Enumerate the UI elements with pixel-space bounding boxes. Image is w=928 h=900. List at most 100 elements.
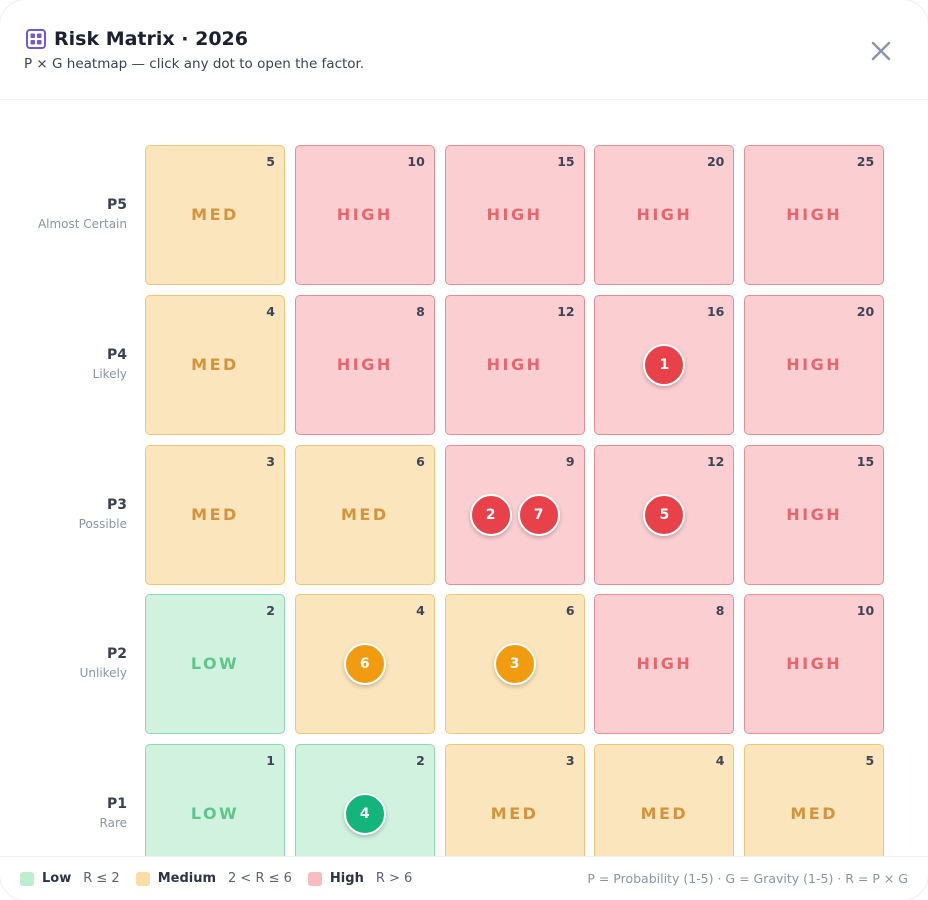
cell-score: 12 <box>557 303 575 319</box>
cell-score: 16 <box>706 303 725 319</box>
legend-swatch-low <box>20 871 34 886</box>
cell-level-label: LOW <box>190 654 240 674</box>
cell-dots: 1 <box>595 296 733 434</box>
legend-name: High <box>329 871 364 886</box>
matrix-cell: 8 HIGH <box>594 594 735 735</box>
cell-score: 2 <box>266 603 275 619</box>
cell-score: 5 <box>266 154 275 169</box>
cell-dots: 3 <box>446 595 584 733</box>
legend-swatch-high <box>307 871 322 886</box>
legend-footer: Low R ≤ 2 Medium 2 < R ≤ 6 High R > 6 P … <box>0 856 928 900</box>
cell-level-label: MED <box>640 804 689 824</box>
cell-level-label: HIGH <box>786 654 843 674</box>
legend-swatch-medium <box>135 871 150 886</box>
cell-score: 20 <box>856 303 875 319</box>
matrix-cell: 2 LOW <box>145 594 285 735</box>
risk-factor-dot[interactable]: 4 <box>343 793 386 836</box>
risk-factor-dot[interactable]: 3 <box>493 643 536 686</box>
cell-dots: 6 <box>296 595 434 733</box>
cell-level-label: HIGH <box>786 504 843 524</box>
close-button[interactable] <box>862 32 900 70</box>
close-icon <box>871 41 891 61</box>
legend-item-medium: Medium 2 < R ≤ 6 <box>135 871 292 886</box>
cell-score: 4 <box>416 603 425 619</box>
formula-note: P = Probability (1-5) · G = Gravity (1-5… <box>587 871 908 886</box>
risk-factor-dot[interactable]: 5 <box>643 493 686 536</box>
cell-score: 3 <box>565 753 575 769</box>
matrix-cell: 4 MED <box>594 744 735 856</box>
cell-level-label: MED <box>340 504 389 524</box>
row-code: P1 <box>106 796 127 813</box>
matrix-cell: 20 HIGH <box>744 294 885 435</box>
title-row: Risk Matrix · 2026 <box>26 28 248 50</box>
risk-factor-dot[interactable]: 1 <box>643 343 686 386</box>
legend-rule: R ≤ 2 <box>83 871 120 886</box>
row-label-p2: P2 Unlikely <box>0 646 127 680</box>
cell-level-label: HIGH <box>486 205 543 224</box>
row-name: Likely <box>92 366 127 381</box>
grid-icon <box>26 29 46 49</box>
row-name: Almost Certain <box>37 217 127 231</box>
cell-score: 10 <box>856 603 875 619</box>
cell-level-label: HIGH <box>636 654 693 674</box>
matrix-cell: 16 1 <box>594 294 735 435</box>
cell-dots: 5 <box>595 446 733 584</box>
page-title: Risk Matrix · 2026 <box>54 28 248 50</box>
cell-score: 2 <box>416 753 425 769</box>
cell-score: 20 <box>706 154 725 169</box>
cell-level-label: HIGH <box>336 205 393 224</box>
matrix-cell: 3 MED <box>145 444 285 585</box>
cell-score: 1 <box>266 753 275 769</box>
cell-score: 6 <box>565 603 575 619</box>
matrix-cell: 1 LOW <box>145 744 285 856</box>
cell-score: 10 <box>407 154 425 169</box>
cell-level-label: MED <box>191 504 239 524</box>
cell-score: 25 <box>856 154 875 169</box>
cell-score: 3 <box>266 453 275 469</box>
legend: Low R ≤ 2 Medium 2 < R ≤ 6 High R > 6 <box>20 871 428 886</box>
cell-score: 9 <box>565 453 575 469</box>
risk-factor-dot[interactable]: 6 <box>343 643 386 686</box>
matrix-cell: 25 HIGH <box>744 145 885 285</box>
cell-level-label: MED <box>191 205 239 224</box>
cell-level-label: HIGH <box>486 354 543 374</box>
cell-score: 6 <box>416 453 425 469</box>
risk-factor-dot[interactable]: 2 <box>469 493 512 536</box>
cell-score: 4 <box>266 303 275 319</box>
legend-item-low: Low R ≤ 2 <box>20 871 120 886</box>
matrix-cell: 5 MED <box>145 145 285 285</box>
cell-score: 8 <box>416 303 425 319</box>
cell-level-label: MED <box>490 804 539 824</box>
cell-level-label: LOW <box>190 804 240 824</box>
row-label-p5: P5 Almost Certain <box>0 197 127 231</box>
cell-level-label: HIGH <box>786 205 843 224</box>
matrix-cell: 8 HIGH <box>294 294 435 435</box>
matrix-cell: 20 HIGH <box>594 145 735 285</box>
risk-matrix-grid: P5 Almost Certain 5 MED 10 HIGH 15 HIGH 20 HIGH 25… <box>0 101 928 856</box>
matrix-cell: 10 HIGH <box>744 594 885 735</box>
cell-score: 8 <box>715 603 725 619</box>
cell-level-label: HIGH <box>786 354 843 374</box>
legend-rule: 2 < R ≤ 6 <box>228 871 292 886</box>
matrix-cell: 15 HIGH <box>444 145 585 285</box>
row-label-p1: P1 Rare <box>0 796 127 830</box>
row-code: P3 <box>106 496 127 513</box>
legend-name: Medium <box>157 871 217 886</box>
matrix-cell: 4 MED <box>145 294 285 435</box>
row-code: P2 <box>106 646 127 663</box>
cell-score: 15 <box>557 154 575 169</box>
matrix-cell: 12 5 <box>594 444 735 585</box>
cell-level-label: HIGH <box>336 354 393 374</box>
matrix-cell: 5 MED <box>744 744 885 856</box>
matrix-cell: 15 HIGH <box>744 444 885 585</box>
cell-level-label: MED <box>191 354 239 374</box>
cell-level-label: HIGH <box>636 205 693 224</box>
matrix-cell: 12 HIGH <box>444 294 585 435</box>
risk-factor-dot[interactable]: 7 <box>517 493 560 536</box>
row-label-p3: P3 Possible <box>0 497 127 531</box>
legend-rule: R > 6 <box>375 871 413 886</box>
